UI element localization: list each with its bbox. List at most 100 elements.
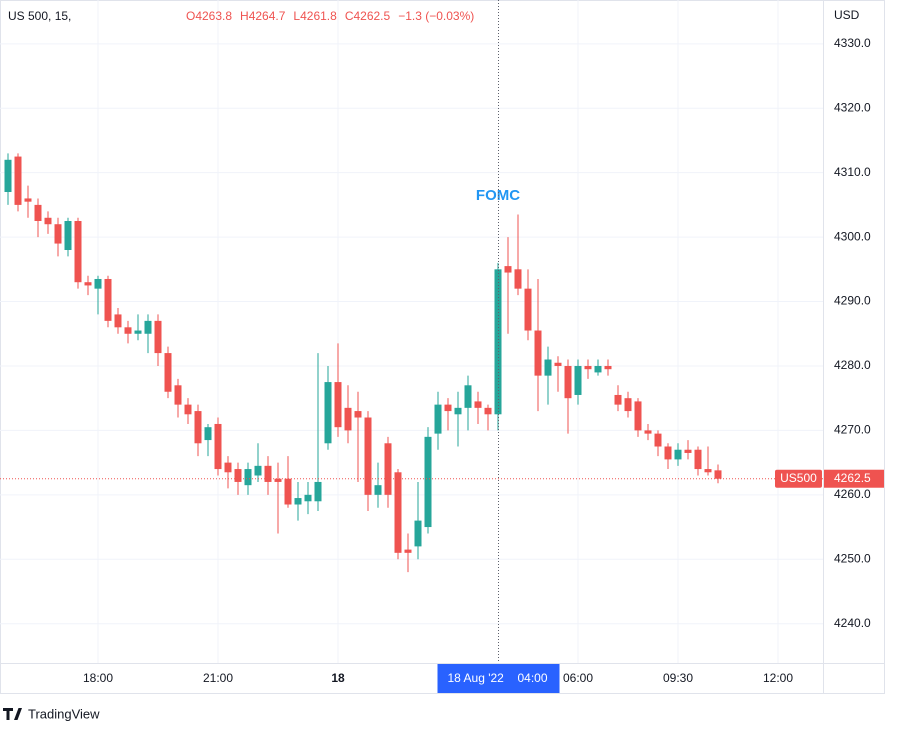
y-tick-label: 4240.0 [834, 616, 871, 630]
brand-logo [3, 708, 22, 720]
candle-body [224, 462, 232, 473]
candle-body [354, 411, 362, 418]
candle-body [544, 359, 552, 376]
candle-body [214, 423, 222, 470]
candle-body [384, 443, 392, 495]
symbol-label-box [775, 469, 822, 488]
candle-body [614, 394, 622, 405]
crosshair-label-box [437, 664, 560, 693]
candle-body [494, 269, 502, 415]
candle-body [114, 314, 122, 328]
candle-body [254, 465, 262, 476]
candle-body [434, 404, 442, 434]
x-tick-label: 18:00 [83, 671, 113, 685]
candle-body [284, 478, 292, 505]
candle-body [34, 204, 42, 221]
candle-body [684, 449, 692, 453]
candle-body [534, 330, 542, 376]
candle-body [14, 156, 22, 205]
candle-body [334, 382, 342, 428]
x-tick-label: 09:30 [663, 671, 693, 685]
candle-body [594, 365, 602, 373]
crosshair-date: 18 Aug '22 [448, 671, 505, 685]
candle-body [204, 427, 212, 441]
candle-body [124, 327, 132, 334]
candle-body [244, 469, 252, 486]
candle-body [184, 404, 192, 415]
x-tick-label: 06:00 [563, 671, 593, 685]
x-tick-label: 12:00 [763, 671, 793, 685]
candle-body [524, 288, 532, 331]
ohlc-value: O4263.8 [186, 9, 232, 23]
chart-title: US 500, 15, [8, 9, 71, 23]
candle-body [624, 398, 632, 412]
candle-body [164, 353, 172, 392]
candle-body [404, 549, 412, 553]
crosshair-time: 04:00 [518, 671, 548, 685]
ohlc-value: L4261.8 [293, 9, 337, 23]
y-tick-label: 4320.0 [834, 100, 871, 114]
ohlc-value: −1.3 (−0.03%) [398, 9, 474, 23]
ohlc-value: H4264.7 [240, 9, 286, 23]
ohlc-value: C4262.5 [345, 9, 391, 23]
candle-body [704, 469, 712, 473]
candle-body [104, 278, 112, 321]
candle-body [464, 385, 472, 408]
candle-body [674, 449, 682, 460]
candle-body [4, 159, 12, 193]
candle-body [84, 282, 92, 286]
y-tick-label: 4330.0 [834, 36, 871, 50]
candle-body [634, 401, 642, 431]
y-tick-label: 4270.0 [834, 423, 871, 437]
candle-body [414, 520, 422, 547]
candle-body [574, 365, 582, 395]
candle-body [94, 278, 102, 289]
y-tick-label: 4280.0 [834, 358, 871, 372]
candle-body [484, 407, 492, 415]
candle-body [144, 320, 152, 334]
candle-body [564, 365, 572, 399]
candle-body [44, 217, 52, 225]
candle-body [274, 478, 282, 482]
candle-body [454, 407, 462, 415]
last-price-box [824, 469, 884, 488]
candle-body [554, 362, 562, 366]
candle-body [364, 417, 372, 495]
candle-body [654, 433, 662, 447]
candle-body [294, 498, 302, 505]
candle-body [24, 198, 32, 202]
y-tick-label: 4250.0 [834, 551, 871, 565]
candle-body [314, 481, 322, 502]
candle-body [514, 269, 522, 289]
candle-body [64, 221, 72, 250]
candle-body [264, 465, 272, 482]
candle-body [444, 404, 452, 412]
currency: USD [834, 8, 860, 22]
candle-body [604, 365, 612, 370]
candle-body [304, 494, 312, 502]
last-price-label: 4262.5 [834, 471, 871, 485]
y-tick-label: 4310.0 [834, 165, 871, 179]
y-tick-label: 4290.0 [834, 294, 871, 308]
candle-body [324, 382, 332, 444]
candle-body [54, 224, 62, 244]
candle-body [394, 472, 402, 553]
candle-body [474, 401, 482, 408]
candle-body [234, 469, 242, 482]
y-tick-label: 4300.0 [834, 229, 871, 243]
brand: TradingView [28, 706, 100, 721]
candle-body [584, 365, 592, 370]
candle-body [194, 411, 202, 444]
candle-body [644, 430, 652, 434]
candle-body [424, 436, 432, 528]
frame [0, 0, 885, 694]
candle-body [154, 320, 162, 354]
candle-body [374, 485, 382, 495]
symbol-label: US500 [780, 471, 817, 485]
candle-body [174, 385, 182, 405]
x-tick-label: 18 [331, 671, 345, 685]
x-tick-label: 21:00 [203, 671, 233, 685]
candle-body [504, 266, 512, 273]
candle-body [714, 470, 722, 479]
